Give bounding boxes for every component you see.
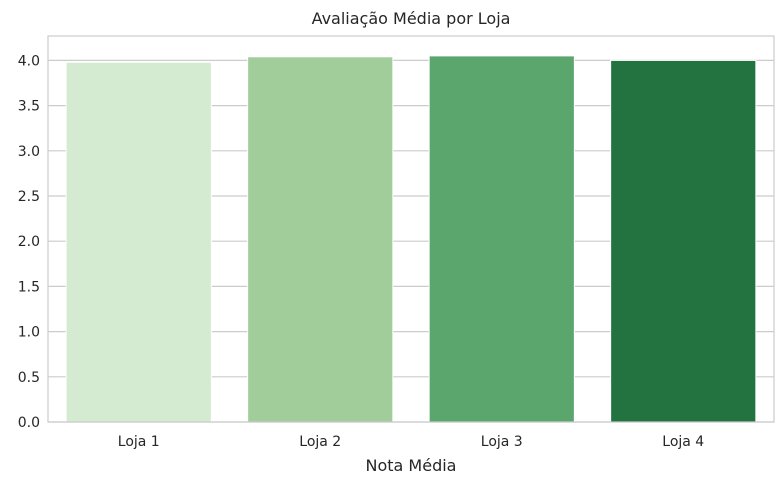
x-axis-label: Nota Média xyxy=(366,456,457,475)
y-tick-label: 3.5 xyxy=(18,99,40,115)
bar-loja-1 xyxy=(65,61,212,423)
y-tick-label: 3.0 xyxy=(18,144,40,160)
x-tick-label: Loja 4 xyxy=(662,434,704,450)
y-tick-label: 1.5 xyxy=(18,279,40,295)
bar-loja-3 xyxy=(428,55,575,423)
x-axis-ticks: Loja 1 Loja 2 Loja 3 Loja 4 xyxy=(118,434,705,450)
bar-loja-4 xyxy=(610,59,757,423)
y-tick-label: 4.0 xyxy=(18,53,40,69)
y-tick-label: 2.0 xyxy=(18,234,40,250)
y-tick-label: 2.5 xyxy=(18,189,40,205)
x-tick-label: Loja 3 xyxy=(481,434,523,450)
plot-frame xyxy=(47,35,775,423)
y-axis-ticks: 0.0 0.5 1.0 1.5 2.0 2.5 3.0 3.5 4.0 xyxy=(18,53,40,431)
x-tick-label: Loja 2 xyxy=(299,434,341,450)
bar-loja-2 xyxy=(247,56,394,423)
bars xyxy=(65,55,757,423)
y-tick-label: 0.0 xyxy=(18,415,40,431)
chart-title: Avaliação Média por Loja xyxy=(312,9,511,28)
x-tick-label: Loja 1 xyxy=(118,434,160,450)
y-tick-label: 0.5 xyxy=(18,370,40,386)
y-tick-label: 1.0 xyxy=(18,325,40,341)
